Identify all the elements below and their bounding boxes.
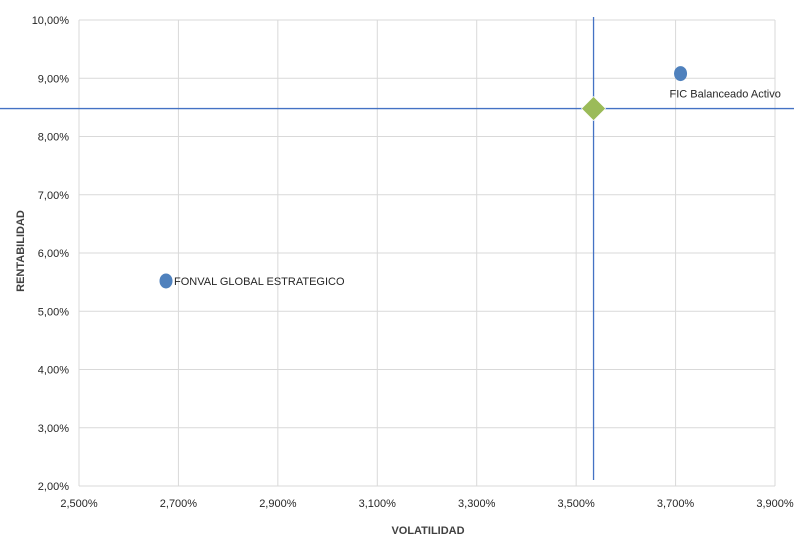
x-tick-label: 3,700% <box>657 498 695 510</box>
point-marker <box>674 66 688 82</box>
y-tick-label: 10,00% <box>32 15 70 27</box>
y-tick-label: 4,00% <box>38 365 69 377</box>
y-tick-label: 5,00% <box>38 306 69 318</box>
diamond-marker <box>581 96 606 121</box>
reference-lines <box>0 17 794 480</box>
y-tick-label: 6,00% <box>38 248 69 260</box>
y-tick-label: 2,00% <box>38 481 69 493</box>
x-tick-label: 3,300% <box>458 498 496 510</box>
point-label: FIC Balanceado Activo <box>670 89 781 101</box>
y-tick-label: 9,00% <box>38 73 69 85</box>
x-tick-label: 3,500% <box>557 498 595 510</box>
x-tick-label: 2,500% <box>60 498 98 510</box>
x-axis-ticks: 2,500% 2,700% 2,900% 3,100% 3,300% 3,500% 3,70… <box>60 498 794 510</box>
data-points: FIC Balanceado Activo FONVAL GLOBAL ESTRA… <box>159 66 781 289</box>
grid-lines <box>78 19 776 487</box>
y-tick-label: 8,00% <box>38 132 69 144</box>
y-tick-label: 3,00% <box>38 423 69 435</box>
point-marker <box>159 273 173 289</box>
x-tick-label: 2,700% <box>160 498 198 510</box>
x-tick-label: 3,100% <box>359 498 397 510</box>
x-axis-title: VOLATILIDAD <box>391 525 464 537</box>
point-label: FONVAL GLOBAL ESTRATEGICO <box>174 276 345 288</box>
y-axis-ticks: 2,00% 3,00% 4,00% 5,00% 6,00% 7,00% 8,00% 9,00%… <box>32 15 70 493</box>
x-tick-label: 2,900% <box>259 498 297 510</box>
y-axis-title: RENTABILIDAD <box>15 210 27 292</box>
y-tick-label: 7,00% <box>38 190 69 202</box>
x-tick-label: 3,900% <box>756 498 794 510</box>
